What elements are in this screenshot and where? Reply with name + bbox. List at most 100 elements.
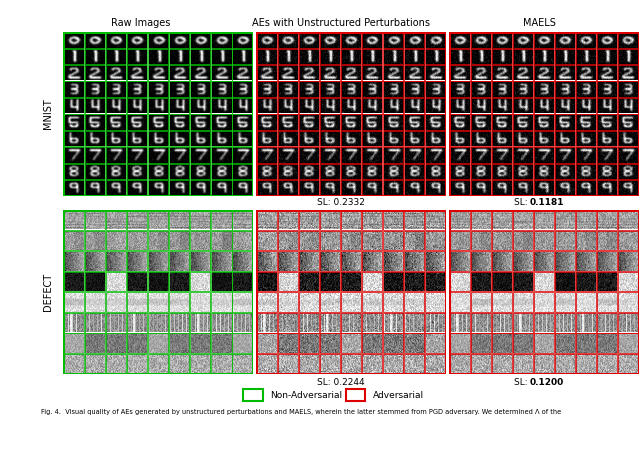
Bar [169, 210, 189, 230]
Bar [449, 163, 470, 179]
Bar [362, 131, 382, 147]
Bar [232, 65, 253, 81]
Bar [169, 231, 189, 251]
Bar [278, 313, 298, 332]
Bar [449, 231, 470, 251]
Bar [232, 251, 253, 271]
Bar [299, 272, 319, 291]
Bar [341, 163, 361, 179]
Bar [576, 354, 596, 374]
Bar [404, 114, 424, 130]
Text: MAELS: MAELS [523, 18, 556, 28]
Bar [576, 251, 596, 271]
Bar [383, 131, 403, 147]
Bar [576, 333, 596, 353]
Bar [85, 231, 105, 251]
Bar [362, 354, 382, 374]
Bar [492, 354, 512, 374]
Bar [211, 65, 232, 81]
Bar [127, 272, 147, 291]
Bar [597, 333, 617, 353]
Bar [383, 251, 403, 271]
Bar [534, 147, 554, 163]
Bar [534, 231, 554, 251]
Bar [85, 251, 105, 271]
Bar [362, 272, 382, 291]
Bar [148, 354, 168, 374]
Bar [320, 147, 340, 163]
Bar [404, 333, 424, 353]
Bar [383, 65, 403, 81]
Bar [85, 81, 105, 97]
Bar [513, 333, 533, 353]
Bar [576, 292, 596, 312]
Bar [299, 180, 319, 196]
Bar [148, 98, 168, 114]
Bar [404, 180, 424, 196]
Bar [127, 131, 147, 147]
Bar [320, 333, 340, 353]
Bar [211, 180, 232, 196]
Bar [576, 131, 596, 147]
Bar [320, 163, 340, 179]
Bar [127, 231, 147, 251]
Bar [425, 210, 445, 230]
Bar [597, 114, 617, 130]
Bar [320, 81, 340, 97]
Bar [597, 98, 617, 114]
Bar [211, 272, 232, 291]
Bar [513, 32, 533, 48]
Bar [190, 180, 211, 196]
Bar [85, 98, 105, 114]
Bar [492, 231, 512, 251]
Bar [169, 163, 189, 179]
Bar [555, 251, 575, 271]
Bar [320, 180, 340, 196]
Bar [404, 313, 424, 332]
Bar [64, 272, 84, 291]
Bar [278, 131, 298, 147]
Bar [85, 32, 105, 48]
Bar [513, 163, 533, 179]
Bar [534, 333, 554, 353]
Bar [513, 251, 533, 271]
Bar [576, 32, 596, 48]
Bar [470, 292, 491, 312]
Bar [190, 272, 211, 291]
Bar [425, 354, 445, 374]
Bar [576, 49, 596, 64]
Bar [341, 272, 361, 291]
Bar [211, 32, 232, 48]
Bar [470, 131, 491, 147]
Bar [320, 292, 340, 312]
Bar [299, 65, 319, 81]
Bar [257, 292, 277, 312]
Bar [576, 147, 596, 163]
Text: SL: 0.2332: SL: 0.2332 [317, 198, 365, 207]
Bar [404, 98, 424, 114]
Bar [232, 163, 253, 179]
Bar [425, 251, 445, 271]
Bar [341, 147, 361, 163]
Bar [106, 231, 126, 251]
Bar [211, 163, 232, 179]
Bar [534, 292, 554, 312]
Bar [534, 49, 554, 64]
Bar [576, 272, 596, 291]
Bar [85, 163, 105, 179]
Bar [341, 98, 361, 114]
Bar [555, 65, 575, 81]
Bar [576, 210, 596, 230]
Bar [513, 313, 533, 332]
Bar [404, 210, 424, 230]
Bar [492, 98, 512, 114]
Bar [597, 313, 617, 332]
Bar [106, 147, 126, 163]
Bar [513, 354, 533, 374]
Bar [449, 131, 470, 147]
Bar [404, 163, 424, 179]
Bar [513, 114, 533, 130]
Text: 0.1200: 0.1200 [530, 378, 564, 386]
Bar [425, 180, 445, 196]
Bar [299, 131, 319, 147]
